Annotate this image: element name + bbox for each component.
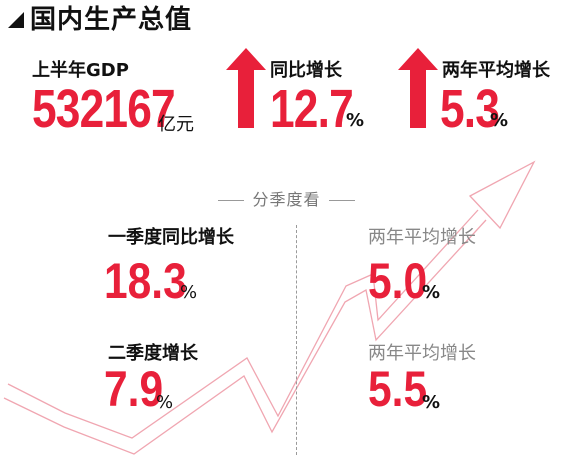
q2-growth-unit: % bbox=[156, 392, 174, 413]
gdp-label: 上半年GDP bbox=[32, 60, 129, 81]
q2-two-year-label: 两年平均增长 bbox=[368, 343, 476, 364]
q1-yoy-value: 18.3 bbox=[104, 253, 187, 309]
divider bbox=[218, 200, 245, 201]
gdp-value: 532167 bbox=[32, 79, 176, 139]
yoy-unit: % bbox=[346, 110, 365, 131]
q1-two-year-unit: % bbox=[422, 282, 441, 303]
q1-yoy-label: 一季度同比增长 bbox=[108, 227, 234, 248]
yoy-value: 12.7 bbox=[270, 79, 354, 139]
q1-yoy-unit: % bbox=[180, 282, 198, 303]
q2-growth-label: 二季度增长 bbox=[108, 343, 198, 364]
column-divider bbox=[296, 225, 297, 455]
q2-two-year-value: 5.5 bbox=[368, 361, 428, 417]
arrow-up-icon bbox=[226, 48, 266, 128]
q1-two-year-value: 5.0 bbox=[368, 253, 428, 309]
gdp-unit: 亿元 bbox=[158, 114, 194, 135]
page-title: 国内生产总值 bbox=[30, 5, 193, 35]
q2-growth-value: 7.9 bbox=[104, 361, 164, 417]
q2-two-year-unit: % bbox=[422, 392, 441, 413]
section-header: 分季度看 bbox=[0, 186, 573, 210]
two-year-value: 5.3 bbox=[440, 79, 500, 139]
arrow-up-icon bbox=[398, 48, 438, 128]
q1-two-year-label: 两年平均增长 bbox=[368, 227, 476, 248]
section-title: 分季度看 bbox=[252, 190, 321, 209]
two-year-label: 两年平均增长 bbox=[442, 60, 550, 81]
two-year-unit: % bbox=[490, 110, 509, 131]
triangle-icon bbox=[8, 12, 24, 28]
divider bbox=[328, 200, 355, 201]
yoy-label: 同比增长 bbox=[270, 60, 342, 81]
